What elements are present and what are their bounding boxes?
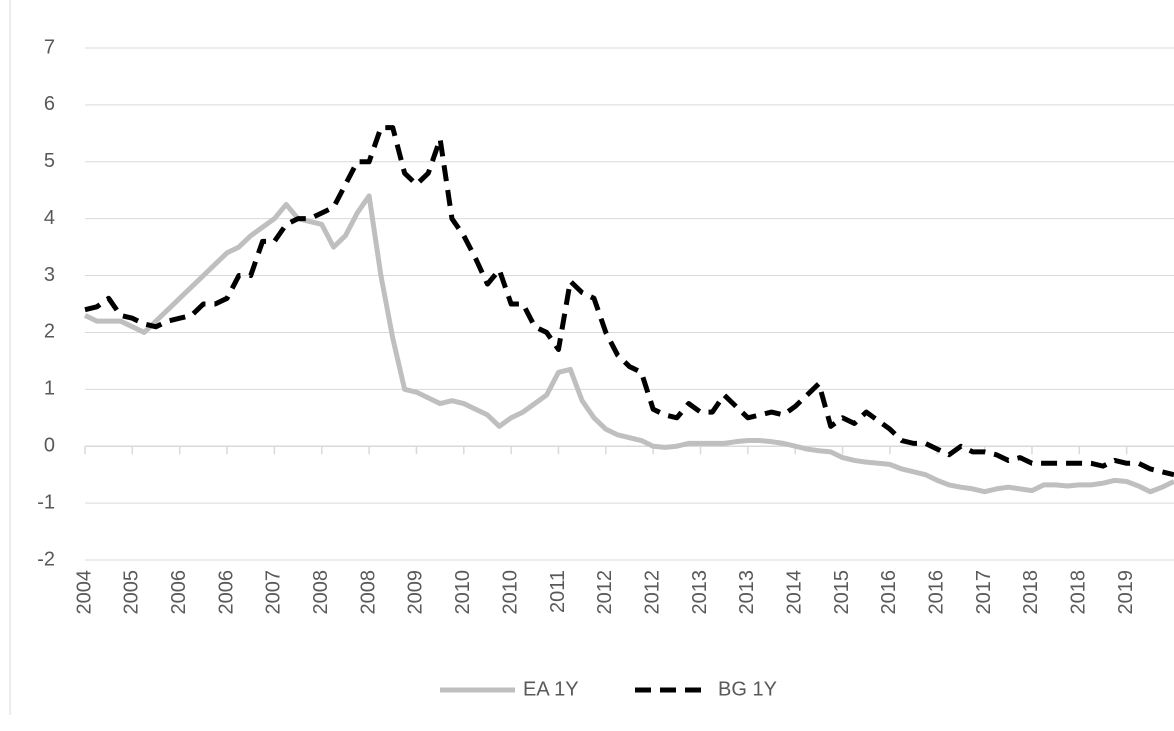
x-tick-label: 2019 <box>1115 570 1137 615</box>
y-tick-label: 6 <box>44 93 55 115</box>
legend-label: EA 1Y <box>523 678 579 700</box>
x-tick-label: 2014 <box>783 570 805 615</box>
y-tick-label: 4 <box>44 207 55 229</box>
y-tick-label: 0 <box>44 435 55 457</box>
x-tick-label: 2012 <box>641 570 663 615</box>
y-tick-label: -1 <box>37 491 55 513</box>
x-tick-label: 2016 <box>926 570 948 615</box>
y-tick-label: -2 <box>37 548 55 570</box>
x-tick-label: 2018 <box>1068 570 1090 615</box>
x-tick-label: 2006 <box>168 570 190 615</box>
x-tick-label: 2006 <box>215 570 237 615</box>
x-tick-label: 2010 <box>452 570 474 615</box>
x-tick-label: 2016 <box>878 570 900 615</box>
y-tick-label: 2 <box>44 321 55 343</box>
series-line <box>84 125 1174 478</box>
x-tick-label: 2007 <box>263 570 285 615</box>
x-tick-label: 2013 <box>736 570 758 615</box>
x-tick-label: 2017 <box>973 570 995 615</box>
x-tick-label: 2009 <box>405 570 427 615</box>
x-tick-label: 2010 <box>499 570 521 615</box>
x-tick-label: 2008 <box>310 570 332 615</box>
x-tick-label: 2013 <box>689 570 711 615</box>
x-tick-label: 2005 <box>121 570 143 615</box>
x-tick-label: 2011 <box>547 570 569 613</box>
legend-label: BG 1Y <box>718 678 777 700</box>
x-tick-label: 2018 <box>1020 570 1042 615</box>
x-tick-label: 2012 <box>594 570 616 615</box>
y-tick-label: 7 <box>44 36 55 58</box>
x-tick-label: 2004 <box>73 570 95 615</box>
y-tick-label: 1 <box>44 378 55 400</box>
x-tick-label: 2008 <box>357 570 379 615</box>
series-line <box>83 193 1174 495</box>
y-tick-label: 3 <box>44 264 55 286</box>
y-tick-label: 5 <box>44 150 55 172</box>
x-tick-label: 2015 <box>831 570 853 615</box>
